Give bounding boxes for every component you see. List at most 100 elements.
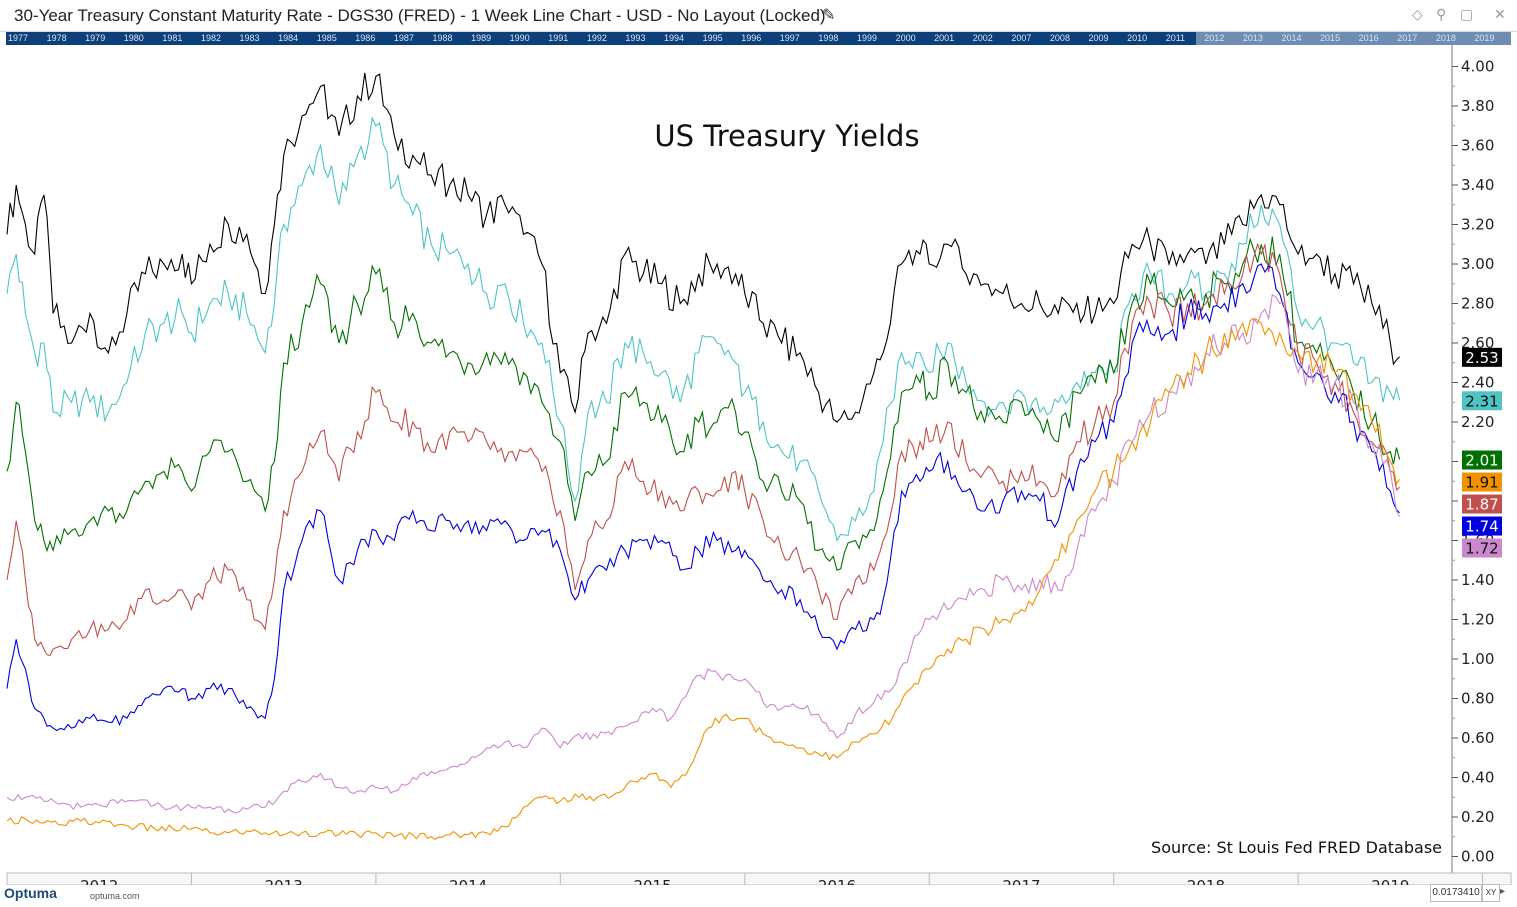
navigator-year: 1989 — [471, 33, 492, 43]
navigator-window[interactable] — [1196, 32, 1511, 45]
last-value-badge — [1462, 516, 1502, 536]
navigator-year: 1988 — [432, 33, 453, 43]
x-tick-label: 2015 — [633, 877, 671, 885]
last-value-badge — [1462, 494, 1502, 514]
diamond-icon[interactable]: ◇ — [1412, 6, 1423, 22]
navigator-year: 1977 — [8, 33, 29, 43]
navigator-year: 2012 — [1204, 33, 1225, 43]
optuma-url: optuma.com — [90, 891, 140, 901]
navigator-year: 2010 — [1127, 33, 1148, 43]
last-value-label: 1.87 — [1465, 496, 1498, 514]
series-line — [6, 236, 1401, 571]
navigator-year: 2018 — [1435, 33, 1456, 43]
navigator-year: 2008 — [1049, 33, 1070, 43]
navigator-year: 1981 — [162, 33, 183, 43]
navigator-year: 2016 — [1358, 33, 1379, 43]
navigator-year: 2000 — [895, 33, 916, 43]
scroll-right-icon[interactable]: ▸ — [1500, 886, 1506, 897]
navigator-year: 2009 — [1088, 33, 1109, 43]
y-tick-label: 1.40 — [1461, 571, 1494, 589]
y-tick-label: 0.60 — [1461, 729, 1494, 747]
navigator-year: 1980 — [123, 33, 144, 43]
y-tick-label: 1.20 — [1461, 611, 1494, 629]
edit-icon[interactable]: ✎ — [822, 7, 836, 24]
y-tick-label: 2.80 — [1461, 295, 1494, 313]
y-tick-label: 0.40 — [1461, 769, 1494, 787]
navigator-year: 2015 — [1320, 33, 1341, 43]
y-tick-label: 2.60 — [1461, 334, 1494, 352]
navigator-year: 1984 — [278, 33, 299, 43]
y-tick-label: 3.80 — [1461, 97, 1494, 115]
chart-title: US Treasury Yields — [654, 119, 919, 153]
last-value-label: 1.72 — [1465, 540, 1498, 558]
last-value-badge — [1462, 450, 1502, 470]
navigator-year: 1991 — [548, 33, 569, 43]
x-tick-label: 2018 — [1187, 877, 1225, 885]
y-tick-label: 0.00 — [1461, 848, 1494, 866]
navigator-year: 2002 — [972, 33, 993, 43]
navigator-year: 2013 — [1242, 33, 1263, 43]
navigator-year: 1978 — [46, 33, 67, 43]
last-value-label: 1.91 — [1465, 474, 1498, 492]
y-tick-label: 1.00 — [1461, 650, 1494, 668]
navigator-year: 1979 — [85, 33, 106, 43]
series-line — [6, 242, 1400, 657]
last-value-badge — [1462, 391, 1502, 411]
navigator-year: 1995 — [702, 33, 723, 43]
y-tick-label: 3.40 — [1461, 176, 1494, 194]
navigator-year: 2011 — [1165, 33, 1186, 43]
y-tick-label: 3.20 — [1461, 216, 1494, 234]
navigator-year: 1998 — [818, 33, 839, 43]
navigator-year: 1993 — [625, 33, 646, 43]
source-annotation: Source: St Louis Fed FRED Database — [1151, 838, 1442, 857]
navigator-year: 1992 — [586, 33, 607, 43]
x-tick-label: 2014 — [449, 877, 487, 885]
last-value-badge — [1462, 347, 1502, 367]
navigator-year: 2001 — [934, 33, 955, 43]
x-axis-bar — [6, 872, 1512, 885]
navigator-year: 1985 — [316, 33, 337, 43]
y-tick-label: 2.40 — [1461, 374, 1494, 392]
navigator-year: 1994 — [664, 33, 685, 43]
navigator-year: 1987 — [393, 33, 414, 43]
navigator-year: 2019 — [1474, 33, 1495, 43]
navigator-year: 1983 — [239, 33, 260, 43]
navigator-year: 1997 — [779, 33, 800, 43]
series-line — [6, 263, 1400, 732]
pin-icon[interactable]: ⚲ — [1436, 6, 1447, 22]
navigator-year: 2007 — [1011, 33, 1032, 43]
close-icon[interactable]: ✕ — [1494, 6, 1506, 22]
series-line — [6, 317, 1401, 840]
x-tick-label: 2016 — [818, 877, 856, 885]
x-tick-label: 2012 — [80, 877, 118, 885]
series-line — [6, 72, 1400, 423]
last-value-badge — [1462, 472, 1502, 492]
navigator-year: 1982 — [200, 33, 221, 43]
last-value-badge — [1462, 538, 1502, 558]
scale-field[interactable]: 0.0173410 — [1430, 884, 1482, 902]
navigator-year: 1986 — [355, 33, 376, 43]
y-tick-label: 0.20 — [1461, 808, 1494, 826]
plot-background — [7, 45, 1452, 873]
window-titlebar: 30-Year Treasury Constant Maturity Rate … — [0, 0, 1517, 32]
xy-toggle[interactable]: XY — [1482, 884, 1500, 902]
x-tick-label: 2013 — [265, 877, 303, 885]
window-title: 30-Year Treasury Constant Maturity Rate … — [14, 6, 826, 25]
timeline-navigator[interactable]: 1977 1978 1979 1980 1981 1982 1983 1984 1985 1986… — [6, 32, 1511, 45]
navigator-year: 2014 — [1281, 33, 1302, 43]
last-value-label: 2.53 — [1465, 349, 1498, 367]
y-tick-label: 2.20 — [1461, 413, 1494, 431]
x-tick-label: 2019 — [1371, 877, 1409, 885]
navigator-year: 1999 — [856, 33, 877, 43]
y-tick-label: 4.00 — [1461, 58, 1494, 76]
last-value-label: 2.31 — [1465, 392, 1498, 410]
y-tick-label: 3.60 — [1461, 137, 1494, 155]
navigator-year: 1990 — [509, 33, 530, 43]
navigator-year: 1996 — [741, 33, 762, 43]
y-tick-label: 0.80 — [1461, 690, 1494, 708]
last-value-label: 1.74 — [1465, 518, 1498, 536]
x-tick-label: 2017 — [1002, 877, 1040, 885]
maximize-icon[interactable]: ▢ — [1460, 6, 1474, 22]
last-value-label: 2.01 — [1465, 452, 1498, 470]
chart-area[interactable]: 4.00 3.80 3.60 3.40 3.20 3.00 2.80 2.60 2.40 2.20… — [0, 45, 1517, 885]
